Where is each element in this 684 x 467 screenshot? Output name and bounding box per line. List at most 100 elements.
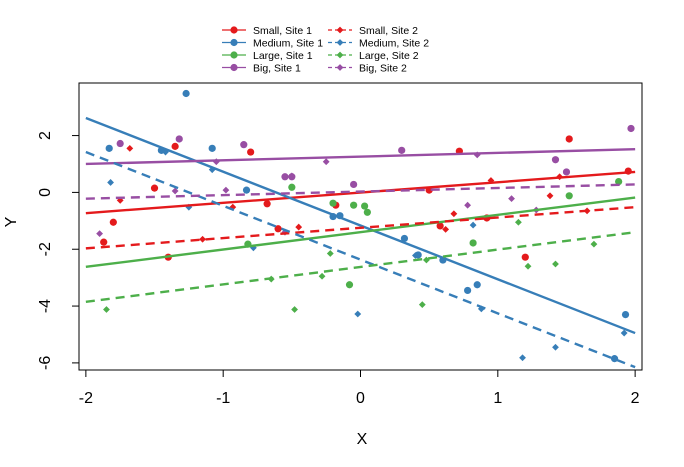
- legend-label: Medium, Site 1: [253, 37, 323, 49]
- x-tick-label: -2: [79, 390, 93, 407]
- data-point: [551, 156, 560, 164]
- plot-area: [85, 89, 636, 369]
- data-point: [126, 144, 134, 152]
- data-point: [208, 144, 216, 152]
- series-points: [103, 218, 598, 313]
- data-point: [350, 180, 358, 189]
- data-point: [182, 89, 190, 98]
- legend-marker: [230, 63, 238, 72]
- legend-item: Medium, Site 1: [222, 37, 323, 49]
- data-point: [208, 166, 216, 174]
- data-point: [240, 141, 248, 149]
- data-point: [464, 201, 472, 209]
- data-point: [552, 260, 559, 268]
- data-point: [288, 183, 296, 191]
- data-point: [450, 210, 458, 218]
- legend-marker: [230, 51, 238, 59]
- x-tick-label: 1: [493, 390, 502, 407]
- data-point: [171, 142, 179, 150]
- data-point: [263, 200, 271, 208]
- data-point: [199, 235, 206, 243]
- legend-item: Small, Site 1: [222, 25, 312, 37]
- y-tick-label: -6: [37, 356, 54, 370]
- data-point: [615, 178, 623, 186]
- data-point: [621, 310, 630, 319]
- data-point: [515, 218, 522, 226]
- data-point: [212, 158, 220, 166]
- fit-line: [85, 230, 636, 303]
- data-point: [345, 281, 354, 289]
- data-point: [185, 203, 193, 211]
- x-axis-label: X: [357, 431, 368, 448]
- data-point: [175, 135, 183, 143]
- data-point: [562, 168, 571, 176]
- data-point: [318, 272, 326, 280]
- fit-line: [85, 183, 636, 200]
- y-tick-label: 2: [37, 131, 54, 140]
- y-tick-label: -2: [37, 242, 54, 256]
- data-point: [107, 179, 114, 186]
- axes: -2 -1 0 1 2 -6 -4 -2 0 2: [37, 82, 643, 407]
- data-point: [326, 250, 334, 257]
- data-point: [521, 253, 529, 261]
- data-point: [116, 139, 124, 148]
- legend-item: Big, Site 2: [328, 62, 407, 74]
- data-point: [295, 223, 303, 231]
- data-point: [423, 256, 430, 264]
- data-point: [350, 201, 358, 209]
- fit-line: [85, 196, 636, 269]
- legend-marker: [336, 26, 344, 34]
- legend-item: Large, Site 2: [328, 50, 419, 62]
- data-point: [473, 281, 481, 289]
- legend-label: Large, Site 2: [359, 50, 419, 62]
- x-tick-label: -1: [216, 390, 230, 407]
- data-point: [105, 144, 113, 152]
- legend-marker: [230, 38, 238, 47]
- x-tick-label: 2: [631, 390, 640, 407]
- data-point: [546, 192, 554, 200]
- fit-line: [85, 116, 636, 335]
- legend-label: Large, Site 1: [253, 50, 313, 62]
- data-point: [96, 230, 103, 238]
- fit-line: [85, 205, 636, 250]
- data-point: [590, 240, 598, 248]
- legend-label: Small, Site 1: [253, 25, 312, 37]
- legend-marker: [336, 64, 344, 71]
- data-point: [610, 355, 619, 363]
- legend-item: Medium, Site 2: [328, 37, 429, 49]
- series-points: [116, 124, 635, 189]
- data-point: [565, 192, 573, 200]
- data-point: [150, 184, 159, 192]
- data-point: [412, 252, 419, 259]
- series-points: [105, 89, 630, 363]
- data-point: [281, 173, 289, 181]
- data-point: [242, 186, 251, 194]
- data-point: [103, 306, 110, 313]
- data-point: [354, 310, 362, 318]
- data-point: [508, 195, 515, 203]
- data-point: [329, 199, 337, 207]
- data-point: [247, 148, 255, 156]
- data-point: [464, 286, 472, 295]
- fit-line: [85, 150, 636, 369]
- data-point: [436, 222, 444, 230]
- y-tick-label: 0: [37, 188, 54, 197]
- data-point: [291, 306, 298, 313]
- data-point: [469, 239, 477, 247]
- data-point: [322, 158, 330, 166]
- data-point: [552, 343, 559, 351]
- data-point: [398, 146, 406, 154]
- data-point: [222, 186, 230, 194]
- data-point: [519, 354, 526, 362]
- legend-label: Medium, Site 2: [359, 37, 429, 49]
- data-point: [442, 225, 450, 233]
- data-point: [469, 221, 477, 229]
- data-point: [274, 225, 282, 233]
- data-point: [162, 148, 169, 156]
- legend-label: Big, Site 1: [253, 62, 301, 74]
- data-point: [288, 172, 296, 180]
- data-point: [361, 202, 369, 210]
- data-point: [620, 329, 628, 337]
